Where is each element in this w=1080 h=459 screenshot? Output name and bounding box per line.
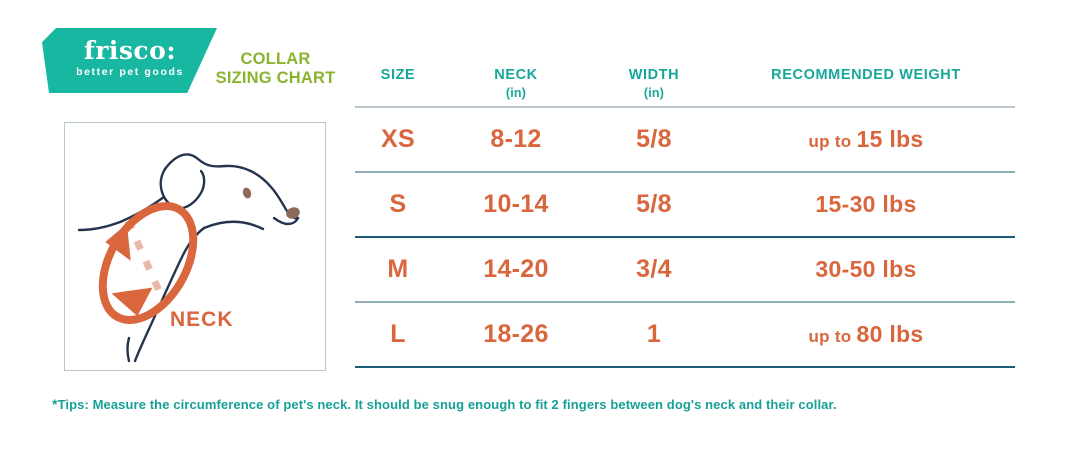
- column-header-neck: NECK (in): [441, 58, 591, 101]
- cell-size: XS: [381, 125, 415, 153]
- table-row: L 18-26 1 up to 80 lbs: [355, 303, 1015, 366]
- table-header-row: SIZE NECK (in) WIDTH (in) RECOMMENDED WE…: [355, 58, 1015, 106]
- column-header-weight: RECOMMENDED WEIGHT: [771, 67, 961, 83]
- column-header-size: SIZE: [380, 67, 416, 83]
- cell-neck: 14-20: [483, 255, 549, 283]
- collar-size-table: SIZE NECK (in) WIDTH (in) RECOMMENDED WE…: [355, 58, 1015, 368]
- measure-arrowhead-lower: [111, 287, 153, 317]
- cell-size: S: [389, 190, 407, 218]
- cell-neck: 10-14: [483, 190, 549, 218]
- cell-weight-prefix: up to: [808, 132, 857, 151]
- cell-width: 5/8: [636, 125, 672, 153]
- page-title: COLLAR SIZING CHART: [208, 50, 343, 88]
- cell-weight-prefix: up to: [808, 327, 857, 346]
- row-divider-bottom: [355, 366, 1015, 368]
- cell-size: L: [390, 320, 406, 348]
- brand-tagline: better pet goods: [76, 66, 184, 78]
- dog-nose: [286, 207, 300, 219]
- brand-wordmark: frisco:: [83, 36, 177, 65]
- footnote-star: *: [52, 396, 58, 412]
- cell-neck: 8-12: [490, 125, 542, 153]
- cell-weight-value: 80 lbs: [856, 321, 924, 347]
- table-row: M 14-20 3/4 30-50 lbs: [355, 238, 1015, 301]
- row-divider-top: [355, 106, 1015, 108]
- dog-eye: [242, 187, 252, 199]
- column-header-width: WIDTH (in): [591, 58, 717, 101]
- cell-weight: 15-30 lbs: [815, 191, 917, 217]
- table-row: S 10-14 5/8 15-30 lbs: [355, 173, 1015, 236]
- cell-neck: 18-26: [483, 320, 549, 348]
- column-header-width-unit: (in): [643, 85, 665, 100]
- cell-weight: up to 15 lbs: [717, 126, 1015, 153]
- footnote-text: Tips: Measure the circumference of pet's…: [57, 397, 837, 412]
- frisco-logo-badge: [42, 28, 217, 93]
- dog-neck-diagram-icon: [77, 153, 300, 363]
- footnote: *Tips: Measure the circumference of pet'…: [52, 396, 837, 412]
- row-divider: [355, 301, 1015, 303]
- dog-illustration-panel: [64, 122, 326, 371]
- measure-dashed-line: [124, 219, 164, 295]
- cell-width: 3/4: [636, 255, 672, 283]
- cell-width: 5/8: [636, 190, 672, 218]
- cell-weight-value: 15 lbs: [856, 126, 924, 152]
- neck-label: NECK: [170, 308, 234, 331]
- page-title-line2: SIZING CHART: [215, 68, 336, 87]
- table-row: XS 8-12 5/8 up to 15 lbs: [355, 108, 1015, 171]
- row-divider: [355, 171, 1015, 173]
- column-header-neck-unit: (in): [505, 85, 527, 100]
- measure-arrowhead-upper: [105, 223, 131, 261]
- cell-weight: 30-50 lbs: [815, 256, 917, 282]
- cell-size: M: [387, 255, 409, 283]
- cell-width: 1: [646, 320, 662, 348]
- cell-weight: up to 80 lbs: [717, 321, 1015, 348]
- row-divider: [355, 236, 1015, 238]
- page-title-line1: COLLAR: [240, 50, 311, 68]
